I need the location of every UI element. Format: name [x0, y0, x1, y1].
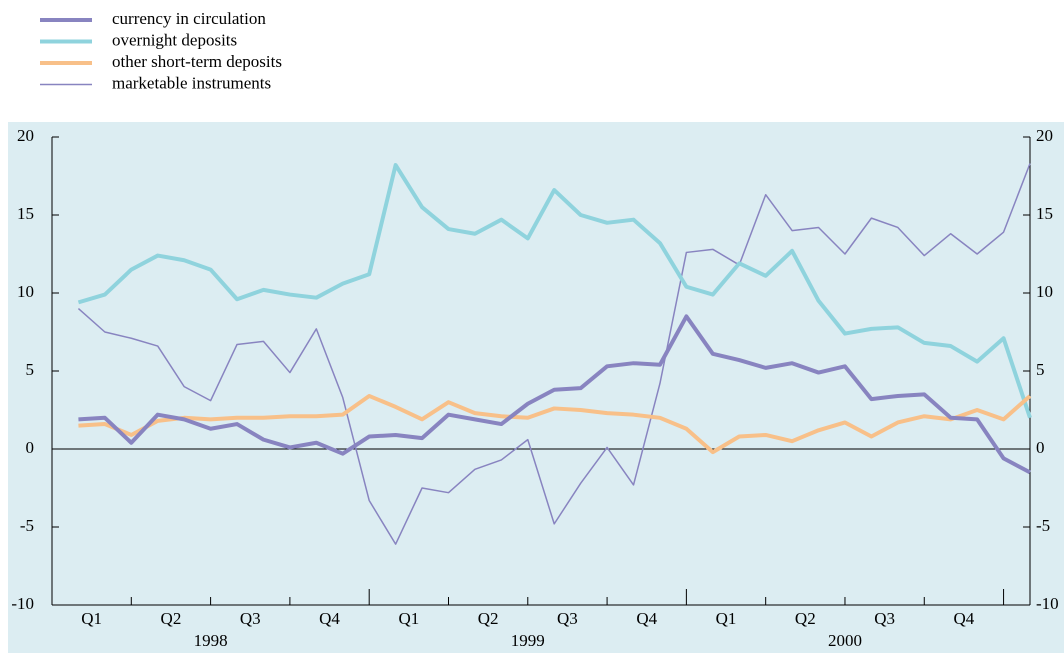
y2-tick-label: -5	[1036, 516, 1050, 535]
legend-label: currency in circulation	[112, 9, 266, 28]
y2-tick-label: 15	[1036, 204, 1053, 223]
series-line	[77, 163, 1032, 419]
series-line	[78, 314, 1031, 475]
x-tick-label: Q2	[161, 609, 182, 628]
x-tick-label: Q2	[478, 609, 499, 628]
legend-label: marketable instruments	[112, 73, 271, 92]
y2-tick-label: -10	[1036, 594, 1059, 613]
y2-tick-label: 5	[1036, 360, 1045, 379]
legend-label: overnight deposits	[112, 30, 237, 49]
year-label: 1999	[511, 631, 545, 650]
y-tick-label: 0	[26, 438, 35, 457]
x-tick-label: Q2	[795, 609, 816, 628]
y-tick-label: -10	[11, 594, 34, 613]
series-line	[78, 393, 1032, 455]
y2-tick-label: 10	[1036, 282, 1053, 301]
y-tick-label: 10	[17, 282, 34, 301]
x-tick-label: Q1	[398, 609, 419, 628]
year-label: 2000	[828, 631, 862, 650]
x-tick-label: Q3	[874, 609, 895, 628]
x-tick-label: Q4	[319, 609, 340, 628]
legend-label: other short-term deposits	[112, 52, 282, 71]
x-tick-label: Q3	[557, 609, 578, 628]
y2-tick-label: 0	[1036, 438, 1045, 457]
y2-tick-label: 20	[1036, 126, 1053, 145]
x-tick-label: Q1	[716, 609, 737, 628]
y-tick-label: -5	[20, 516, 34, 535]
x-tick-label: Q4	[954, 609, 975, 628]
y-tick-label: 20	[17, 126, 34, 145]
y-tick-label: 5	[26, 360, 35, 379]
x-tick-label: Q4	[636, 609, 657, 628]
plot-background	[8, 122, 1064, 653]
series-line	[77, 163, 1031, 545]
x-tick-label: Q1	[81, 609, 102, 628]
y-tick-label: 15	[17, 204, 34, 223]
x-tick-label: Q3	[240, 609, 261, 628]
year-label: 1998	[194, 631, 228, 650]
